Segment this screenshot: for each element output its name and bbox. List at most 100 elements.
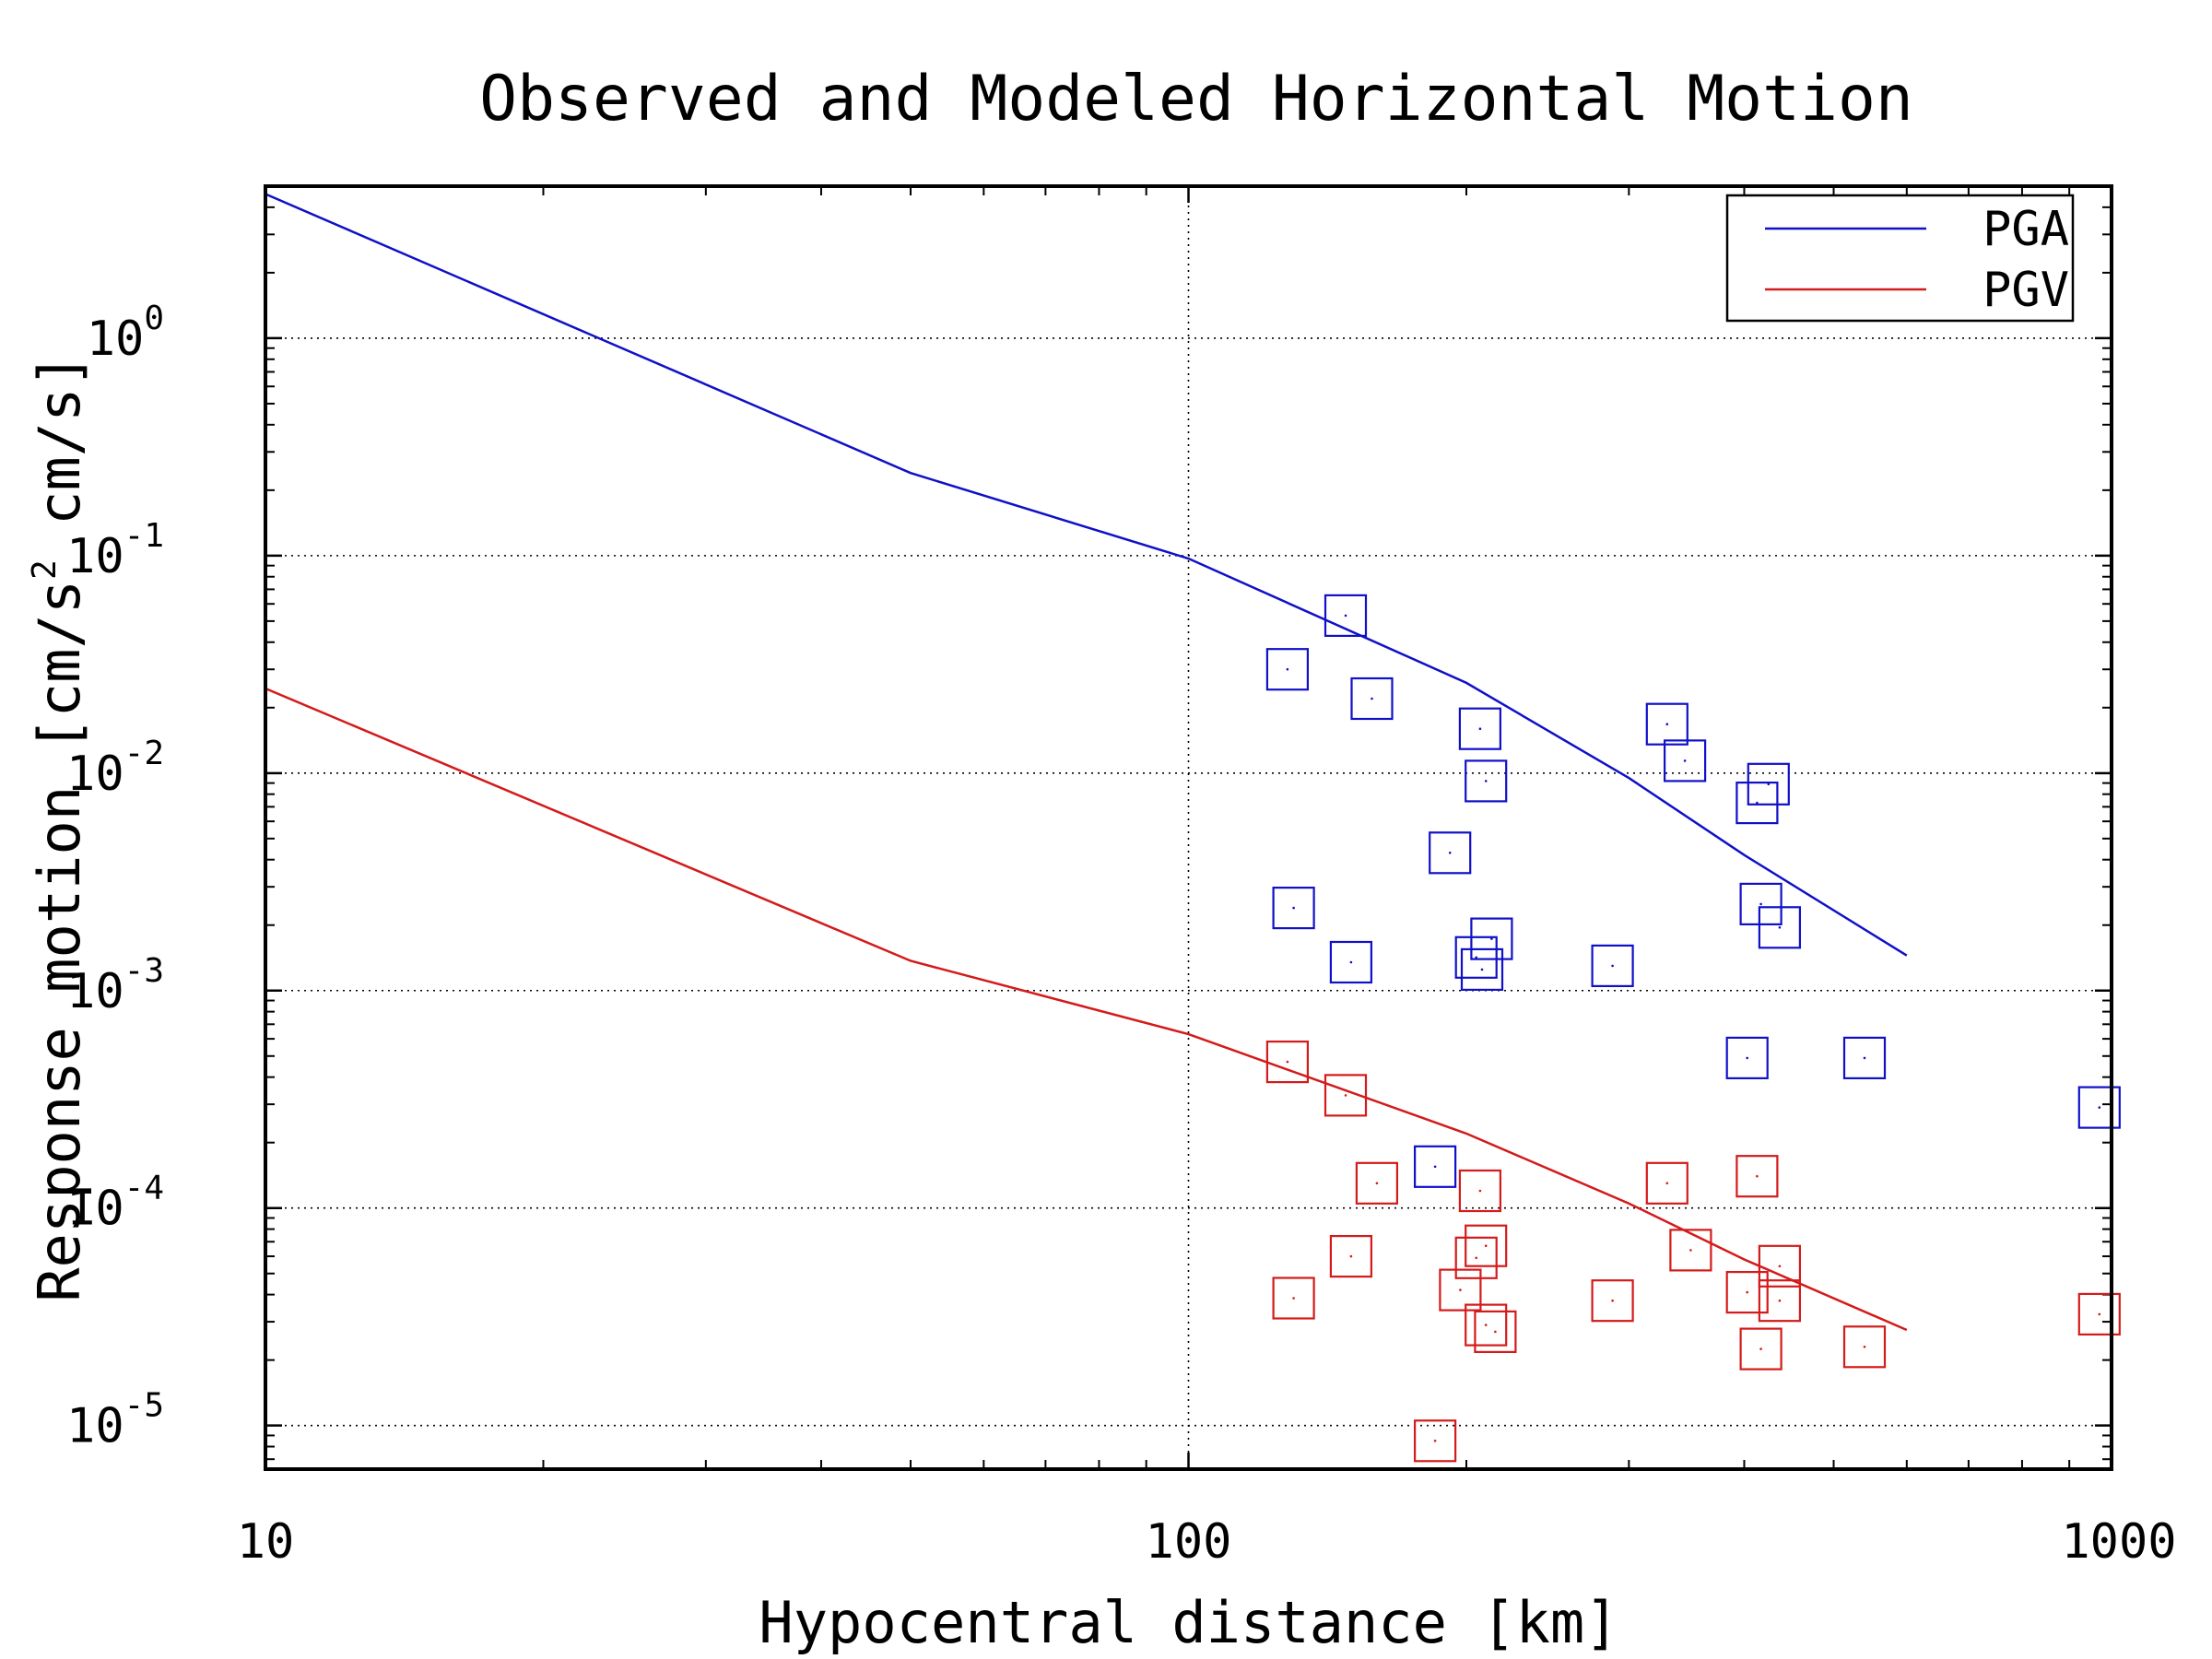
pga-observed-point-center	[1759, 902, 1762, 906]
pga-observed-point	[1645, 702, 1688, 746]
y-tick-label: 100	[87, 300, 164, 367]
pga-observed-point	[1454, 935, 1498, 979]
y-tick-label: 10-2	[66, 735, 164, 802]
grid-lines	[265, 186, 2112, 1469]
pga-observed-point	[1429, 831, 1472, 875]
pga-observed-point-center	[1448, 852, 1452, 854]
pga-observed-point-center	[1433, 1165, 1437, 1169]
x-tick-label: 1000	[2061, 1514, 2176, 1570]
pgv-observed-point	[1454, 1236, 1498, 1279]
pgv-observed-point	[1329, 1234, 1373, 1278]
plot-area	[264, 184, 2121, 1471]
pgv-observed-point	[1474, 1310, 1517, 1354]
pgv-observed-point-center	[1344, 1094, 1347, 1097]
series-lines	[265, 193, 1908, 1332]
pgv-observed-point-center	[1689, 1249, 1692, 1252]
pga-observed-point	[1465, 759, 1508, 803]
legend-label-pgv: PGV	[1983, 263, 2069, 318]
pgv-observed-point	[1842, 1325, 1887, 1369]
pga-observed-point	[1739, 882, 1783, 926]
pgv-observed-point	[1465, 1224, 1508, 1267]
pgv-observed-point	[1735, 1155, 1779, 1198]
pgv-observed-point-center	[1475, 1256, 1477, 1260]
chart-title: Observed and Modeled Horizontal Motion	[479, 63, 1913, 135]
pga-observed-point	[1758, 906, 1802, 949]
pga-observed-point-center	[1778, 926, 1782, 929]
svg-text:Response motion [cm/s2 cm/s]: Response motion [cm/s2 cm/s]	[26, 353, 93, 1302]
pgv-observed-point	[1355, 1161, 1399, 1205]
pga-observed-point-center	[1344, 614, 1347, 618]
pgv-observed-point	[1758, 1244, 1802, 1288]
pga-observed-point-center	[1490, 937, 1493, 940]
pgv-observed-point-center	[1292, 1297, 1295, 1300]
pgv-observed-point	[1439, 1268, 1482, 1312]
pga-observed-point-center	[1349, 960, 1353, 964]
legend: PGA PGV	[1725, 194, 2075, 323]
pga-observed-point	[1329, 940, 1373, 984]
pgv-observed-point-center	[1375, 1182, 1379, 1185]
pga-observed-point-center	[1484, 780, 1488, 782]
pga-observed-point-center	[1611, 964, 1614, 968]
pga-observed-point-center	[1475, 956, 1477, 959]
x-axis-label: Hypocentral distance [km]	[759, 1589, 1618, 1656]
pgv-model-line	[265, 687, 1908, 1332]
pgv-observed-point	[1758, 1279, 1802, 1323]
pga-observed-point-center	[1863, 1056, 1866, 1060]
x-tick-label: 100	[1146, 1514, 1232, 1570]
x-tick-label: 10	[237, 1514, 295, 1570]
pgv-observed-point-center	[1484, 1244, 1488, 1247]
pgv-observed-point-center	[1478, 1189, 1482, 1193]
pgv-observed-point	[2077, 1292, 2121, 1336]
y-tick-labels: 10-5 10-4 10-3 10-2 10-1 100	[66, 300, 164, 1454]
pga-observed-point-center	[1683, 759, 1687, 762]
pgv-observed-point-center	[1759, 1347, 1762, 1350]
pga-observed-point	[1265, 648, 1310, 691]
pgv-observed-point-center	[1484, 1324, 1488, 1326]
pga-observed-point-center	[1746, 1056, 1748, 1060]
pga-observed-point-center	[1478, 727, 1482, 730]
pga-observed-point	[2077, 1086, 2121, 1129]
pgv-observed-point-center	[1665, 1182, 1669, 1185]
y-tick-label: 10-5	[66, 1387, 164, 1454]
pgv-observed-point-center	[1756, 1174, 1759, 1178]
pgv-observed-point-center	[1611, 1299, 1614, 1302]
pga-observed-point	[1591, 944, 1634, 988]
pgv-observed-point	[1265, 1040, 1310, 1084]
pga-observed-point	[1460, 947, 1504, 992]
pga-observed-point-center	[1767, 782, 1771, 786]
pgv-observed-point	[1591, 1279, 1634, 1323]
pgv-observed-point-center	[1459, 1288, 1462, 1291]
pga-observed-point-center	[1286, 667, 1289, 671]
pga-observed-point	[1272, 886, 1315, 930]
y-tick-label: 10-3	[66, 952, 164, 1019]
pgv-observed-point	[1669, 1229, 1712, 1272]
pga-observed-point-center	[1665, 723, 1669, 725]
pgv-observed-point	[1413, 1419, 1457, 1463]
pgv-observed-point-center	[2098, 1312, 2101, 1316]
pgv-observed-point	[1324, 1074, 1368, 1117]
pga-observed-point	[1413, 1145, 1457, 1188]
pgv-observed-point-center	[1863, 1346, 1866, 1348]
pgv-observed-point-center	[1286, 1060, 1289, 1064]
pgv-observed-point-center	[1349, 1254, 1353, 1258]
pga-observed-point	[1842, 1036, 1887, 1080]
scatter-points	[1265, 594, 2121, 1463]
pga-observed-point	[1747, 762, 1790, 806]
legend-box	[1725, 194, 2075, 323]
pga-observed-point	[1735, 781, 1779, 825]
pga-observed-point	[1324, 594, 1368, 638]
pga-observed-point-center	[1480, 968, 1484, 971]
x-tick-labels: 10 100 1000	[237, 1514, 2177, 1570]
pgv-observed-point-center	[1778, 1299, 1782, 1302]
pgv-observed-point	[1645, 1161, 1688, 1205]
pga-observed-point-center	[1292, 906, 1295, 910]
pgv-observed-point	[1272, 1277, 1315, 1320]
y-tick-label: 10-1	[66, 517, 164, 584]
pgv-observed-point	[1465, 1303, 1508, 1347]
pga-observed-point-center	[2098, 1106, 2101, 1109]
plot-frame	[264, 184, 2113, 1471]
pga-observed-point	[1458, 707, 1502, 750]
pgv-observed-point	[1739, 1327, 1783, 1371]
y-tick-label: 10-4	[66, 1170, 164, 1237]
